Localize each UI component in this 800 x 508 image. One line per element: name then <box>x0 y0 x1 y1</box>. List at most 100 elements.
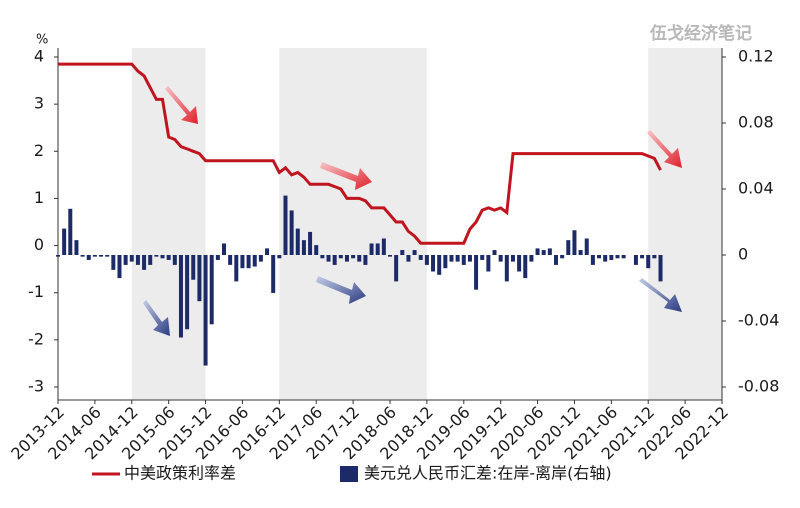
bar <box>560 255 565 259</box>
bar <box>609 255 614 260</box>
bar <box>357 255 362 262</box>
bar <box>197 255 202 302</box>
arrow <box>165 86 198 124</box>
bar <box>640 255 645 259</box>
bar <box>277 255 282 259</box>
bar <box>584 238 589 255</box>
bar <box>246 255 251 269</box>
bar <box>603 255 608 262</box>
bar <box>492 250 497 255</box>
bar <box>209 255 214 325</box>
bar <box>615 255 620 259</box>
bar <box>646 255 651 269</box>
bar <box>529 255 534 262</box>
arrow <box>320 162 372 190</box>
y-tick-label: 2 <box>34 141 44 160</box>
bar <box>203 255 208 366</box>
shaded-period <box>648 48 722 400</box>
bar <box>652 255 657 259</box>
bar <box>80 255 85 257</box>
bar <box>424 255 429 265</box>
bar <box>228 255 233 265</box>
bar <box>172 255 177 265</box>
bar <box>320 255 325 259</box>
bar <box>418 255 423 260</box>
bar <box>461 255 466 265</box>
bar <box>578 250 583 255</box>
bar <box>123 255 128 265</box>
bar <box>381 238 386 255</box>
arrows <box>143 86 682 336</box>
bar <box>633 255 638 265</box>
bar <box>597 255 602 259</box>
y-tick-label: 3 <box>34 94 44 113</box>
bar <box>517 255 522 272</box>
bar <box>215 255 220 260</box>
bar <box>351 255 356 259</box>
bar <box>86 255 91 260</box>
y-tick-label: 0 <box>34 235 44 254</box>
bar <box>99 255 104 257</box>
bar <box>621 255 626 259</box>
y2-tick-label: 0.12 <box>738 47 774 66</box>
bar <box>154 255 159 257</box>
y-tick-label: 4 <box>34 47 44 66</box>
bar <box>566 240 571 255</box>
y-tick-label: -3 <box>28 377 44 396</box>
legend-swatch <box>340 466 358 482</box>
bar <box>56 255 60 257</box>
bar <box>541 250 546 255</box>
y-tick-label: 1 <box>34 188 44 207</box>
bar <box>271 255 276 293</box>
arrow <box>316 276 366 304</box>
bar <box>443 255 448 269</box>
bar <box>369 243 374 255</box>
bar <box>523 255 528 279</box>
shaded-period <box>131 48 206 400</box>
bar <box>535 248 540 255</box>
arrow <box>639 278 682 312</box>
bar <box>289 210 294 255</box>
bar <box>658 255 663 282</box>
bar <box>455 255 460 262</box>
bar <box>480 255 485 260</box>
bar <box>234 255 239 282</box>
bar <box>178 255 183 338</box>
bar <box>148 255 153 265</box>
bar <box>431 255 436 272</box>
bar <box>572 230 577 255</box>
bar <box>394 255 399 282</box>
legend: 中美政策利率差 美元兑人民币汇差:在岸-离岸(右轴) <box>92 464 612 483</box>
bar <box>400 250 405 255</box>
bar <box>166 255 171 260</box>
bar <box>92 255 97 257</box>
bar <box>406 255 411 262</box>
bar <box>314 245 319 255</box>
y2-tick-label: 0.08 <box>738 113 774 132</box>
arrow <box>143 300 170 336</box>
bar <box>160 255 165 259</box>
arrow <box>647 130 682 168</box>
bar <box>474 255 479 290</box>
bar <box>554 255 558 265</box>
bar <box>240 255 245 269</box>
y2-tick-label: 0.04 <box>738 179 774 198</box>
legend-label: 美元兑人民币汇差:在岸-离岸(右轴) <box>364 464 612 483</box>
y2-tick-label: 0 <box>738 245 748 264</box>
bar <box>129 255 134 262</box>
bar <box>68 208 73 255</box>
bar <box>62 228 67 255</box>
y-tick-label: -1 <box>28 282 44 301</box>
bar <box>111 255 116 270</box>
bar <box>295 228 300 255</box>
bar <box>283 195 288 255</box>
shade-layer <box>131 48 722 400</box>
bar <box>185 255 190 330</box>
bar <box>437 255 442 275</box>
bar <box>510 255 515 262</box>
bar <box>105 255 110 257</box>
bar <box>547 248 552 255</box>
bar <box>252 255 257 267</box>
bar <box>74 240 79 255</box>
